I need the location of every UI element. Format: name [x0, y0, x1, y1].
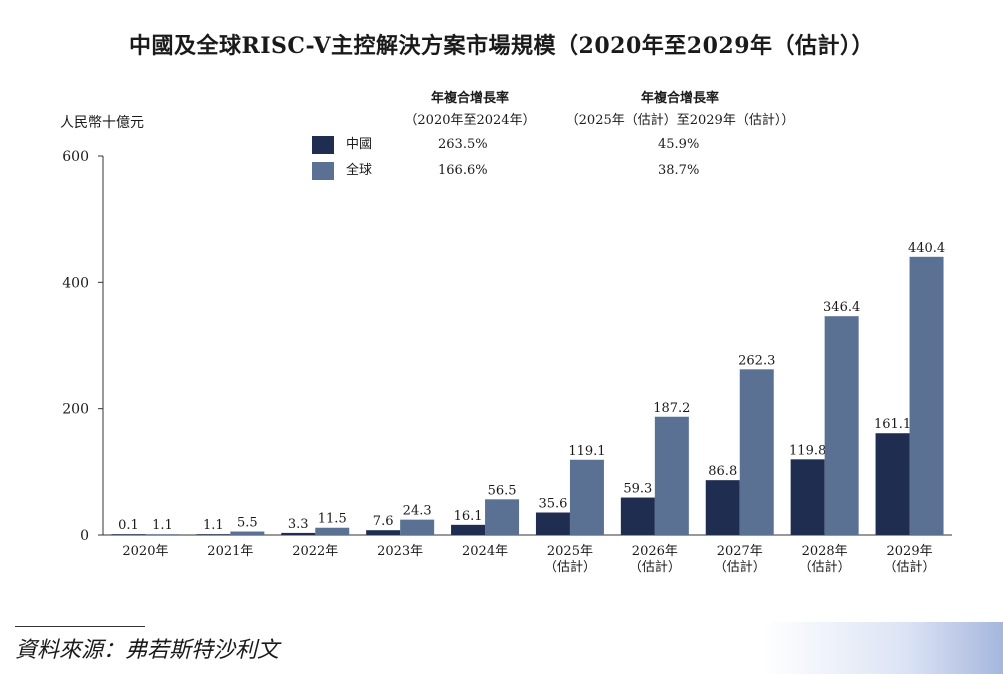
bar-global	[485, 499, 520, 535]
x-tick-label: 2028年	[802, 544, 848, 559]
cagr-global-2020-2024: 166.6%	[438, 163, 488, 178]
bar-global	[824, 316, 859, 535]
x-tick-label: 2022年	[292, 544, 338, 559]
data-label-china: 7.6	[373, 514, 394, 529]
bar-chart: 0 200 400 600 0.1 1.1 2020年 1.1 5.5 2021年 3.3 11.5 2…	[62, 149, 952, 575]
x-tick-note: （估計）	[884, 559, 936, 575]
cagr-header-1-title: 年複合增長率	[430, 91, 509, 106]
bar-china	[451, 524, 486, 535]
bar-china	[620, 497, 655, 535]
bar-global	[400, 519, 435, 535]
data-label-china: 0.1	[118, 518, 139, 533]
data-label-china: 86.8	[708, 464, 737, 479]
x-tick-label: 2027年	[717, 544, 763, 559]
x-tick-label: 2023年	[377, 544, 423, 559]
data-label-china: 1.1	[203, 518, 224, 533]
data-label-global: 262.3	[738, 353, 775, 368]
data-label-global: 5.5	[237, 516, 258, 531]
data-label-china: 119.8	[789, 443, 826, 458]
bar-china	[196, 534, 231, 535]
bar-global	[230, 531, 265, 535]
cagr-header-2-title: 年複合增長率	[640, 91, 719, 106]
chart-title: 中國及全球RISC-V主控解決方案市場規模（2020年至2029年（估計））	[128, 33, 875, 59]
data-label-china: 161.1	[874, 417, 911, 432]
x-tick-note: （估計）	[799, 559, 851, 575]
data-label-global: 1.1	[152, 518, 173, 533]
corner-decoration	[763, 622, 1003, 674]
x-tick-note: （估計）	[629, 559, 681, 575]
bar-china	[366, 530, 401, 535]
bar-global	[654, 416, 689, 535]
bar-global	[145, 534, 180, 535]
legend-swatch-global	[312, 162, 334, 180]
bar-china	[790, 459, 825, 535]
bar-china	[705, 480, 740, 535]
bar-global	[315, 527, 350, 535]
x-tick-label: 2026年	[632, 544, 678, 559]
x-tick-label: 2029年	[887, 544, 933, 559]
cagr-global-2025-2029: 38.7%	[658, 163, 700, 178]
data-label-china: 59.3	[623, 482, 652, 497]
data-label-global: 24.3	[403, 504, 432, 519]
cagr-header-1: 年複合增長率 （2020年至2024年）	[390, 88, 550, 132]
legend-swatch-china	[312, 136, 334, 154]
y-tick-label: 200	[62, 402, 89, 418]
bar-global	[739, 369, 774, 535]
data-label-china: 3.3	[288, 517, 309, 532]
bar-global	[569, 459, 604, 535]
data-label-global: 346.4	[823, 300, 860, 315]
legend-label-global: 全球	[346, 163, 373, 178]
x-tick-label: 2021年	[207, 544, 253, 559]
y-axis-unit-label: 人民幣十億元	[60, 115, 144, 131]
data-label-global: 11.5	[318, 512, 347, 527]
data-label-china: 35.6	[538, 497, 567, 512]
bar-china	[281, 532, 316, 535]
bar-china	[535, 512, 570, 535]
x-tick-label: 2025年	[547, 544, 593, 559]
data-label-global: 187.2	[653, 401, 690, 416]
source-divider	[15, 626, 145, 627]
bar-global	[909, 256, 944, 535]
data-label-global: 119.1	[568, 444, 605, 459]
bar-china	[875, 433, 910, 535]
data-label-china: 16.1	[454, 509, 483, 524]
y-tick-label: 0	[80, 528, 89, 544]
data-label-global: 56.5	[488, 483, 517, 498]
x-tick-note: （估計）	[544, 559, 596, 575]
cagr-china-2020-2024: 263.5%	[438, 137, 488, 152]
bar-china	[111, 534, 146, 535]
y-tick-label: 600	[62, 149, 89, 165]
x-tick-note: （估計）	[714, 559, 766, 575]
cagr-header-2-period: （2025年（估計）至2029年（估計））	[565, 113, 795, 128]
y-tick-label: 400	[62, 275, 89, 291]
data-label-global: 440.4	[908, 241, 945, 256]
cagr-china-2025-2029: 45.9%	[658, 137, 700, 152]
x-tick-label: 2020年	[122, 544, 168, 559]
source-note: 資料來源：弗若斯特沙利文	[15, 638, 280, 663]
cagr-header-2: 年複合增長率 （2025年（估計）至2029年（估計））	[550, 88, 810, 132]
x-tick-label: 2024年	[462, 544, 508, 559]
cagr-header-1-period: （2020年至2024年）	[404, 113, 536, 128]
legend-label-china: 中國	[346, 137, 373, 152]
